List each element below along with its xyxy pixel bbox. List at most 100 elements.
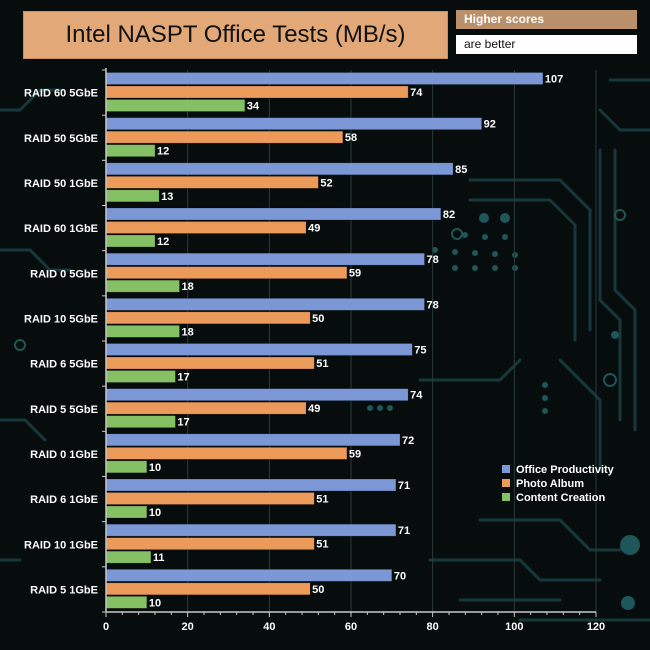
data-label: 74 — [410, 390, 423, 402]
x-tick-label: 80 — [427, 621, 439, 633]
bar — [105, 415, 176, 428]
legend-swatch — [502, 465, 510, 473]
data-label: 58 — [345, 132, 357, 144]
legend-label: Content Creation — [516, 492, 606, 504]
bar — [105, 176, 319, 189]
chart-title: Intel NASPT Office Tests (MB/s) — [23, 11, 448, 59]
category-label: RAID 60 1GbE — [24, 223, 98, 235]
data-label: 71 — [398, 525, 410, 537]
bar — [105, 596, 148, 609]
category-label: RAID 0 1GbE — [30, 449, 98, 461]
data-label: 49 — [308, 403, 320, 415]
data-label: 10 — [149, 462, 161, 474]
higher-scores-note: Higher scores — [456, 10, 637, 29]
data-label: 17 — [177, 417, 189, 429]
data-label: 92 — [484, 119, 496, 131]
data-label: 72 — [402, 435, 414, 447]
data-label: 18 — [182, 326, 194, 338]
data-label: 78 — [427, 254, 439, 266]
bar — [105, 298, 425, 311]
data-label: 17 — [177, 372, 189, 384]
bar — [105, 401, 307, 415]
bar — [105, 99, 246, 112]
data-label: 75 — [414, 345, 426, 357]
data-label: 85 — [455, 164, 467, 176]
category-label: RAID 10 5GbE — [24, 313, 98, 325]
bar — [105, 311, 311, 325]
axis-layer: 0 20 40 60 80 100 120 — [102, 68, 605, 633]
data-label: 18 — [182, 281, 194, 293]
bar — [105, 478, 397, 492]
category-label: RAID 5 5GbE — [30, 404, 98, 416]
data-label: 13 — [161, 191, 173, 203]
legend-swatch — [502, 479, 510, 487]
bar — [105, 356, 315, 370]
bar — [105, 388, 409, 401]
bar — [105, 460, 148, 474]
data-label: 10 — [149, 507, 161, 519]
bar — [105, 207, 442, 221]
bar — [105, 189, 160, 203]
x-tick-label: 100 — [505, 621, 523, 633]
bar — [105, 72, 544, 85]
legend-swatch — [502, 493, 510, 501]
data-label: 107 — [545, 74, 563, 86]
bar — [105, 492, 315, 505]
bar — [105, 144, 156, 157]
bar — [105, 266, 348, 279]
category-label: RAID 5 1GbE — [30, 584, 98, 596]
data-label: 52 — [320, 177, 332, 189]
x-tick-label: 0 — [103, 621, 109, 633]
bar — [105, 325, 180, 338]
bar — [105, 130, 344, 144]
category-label: RAID 6 5GbE — [30, 359, 98, 371]
bar — [105, 343, 413, 356]
bar — [105, 433, 401, 447]
data-label: 59 — [349, 448, 361, 460]
bar — [105, 447, 348, 460]
x-tick-label: 20 — [182, 621, 194, 633]
x-tick-label: 40 — [263, 621, 275, 633]
bar — [105, 523, 397, 537]
data-label: 51 — [316, 539, 328, 551]
data-label: 82 — [443, 209, 455, 221]
bar — [105, 550, 152, 564]
category-label: RAID 10 1GbE — [24, 539, 98, 551]
category-label: RAID 50 1GbE — [24, 178, 98, 190]
bar — [105, 582, 311, 596]
data-label: 50 — [312, 313, 324, 325]
x-tick-label: 120 — [587, 621, 605, 633]
data-label: 51 — [316, 358, 328, 370]
data-label: 49 — [308, 223, 320, 235]
legend-label: Office Productivity — [516, 464, 615, 476]
bars-layer — [105, 72, 544, 609]
bar — [105, 234, 156, 248]
category-label: RAID 60 5GbE — [24, 88, 98, 100]
bar — [105, 117, 482, 130]
data-label: 10 — [149, 597, 161, 609]
data-label: 12 — [157, 146, 169, 158]
legend-label: Photo Album — [516, 478, 584, 490]
category-label: RAID 0 5GbE — [30, 268, 98, 280]
data-label: 70 — [394, 570, 406, 582]
data-label: 11 — [153, 552, 165, 564]
data-label: 51 — [316, 494, 328, 506]
data-label: 50 — [312, 584, 324, 596]
bar — [105, 537, 315, 550]
grid-layer — [187, 70, 597, 612]
data-label: 34 — [247, 101, 260, 113]
data-label: 12 — [157, 236, 169, 248]
bar — [105, 252, 425, 266]
are-better-note: are better — [456, 35, 637, 54]
bar — [105, 505, 148, 519]
data-label: 78 — [427, 299, 439, 311]
bar — [105, 85, 409, 99]
bar — [105, 569, 393, 582]
x-tick-label: 60 — [345, 621, 357, 633]
category-label: RAID 6 1GbE — [30, 494, 98, 506]
bar — [105, 221, 307, 234]
labels-layer: 107 74 34 RAID 60 5GbE 92 58 12 RAID 50 5GbE 85 5… — [24, 74, 563, 610]
legend: Office Productivity Photo Album Content Cr… — [502, 464, 615, 504]
